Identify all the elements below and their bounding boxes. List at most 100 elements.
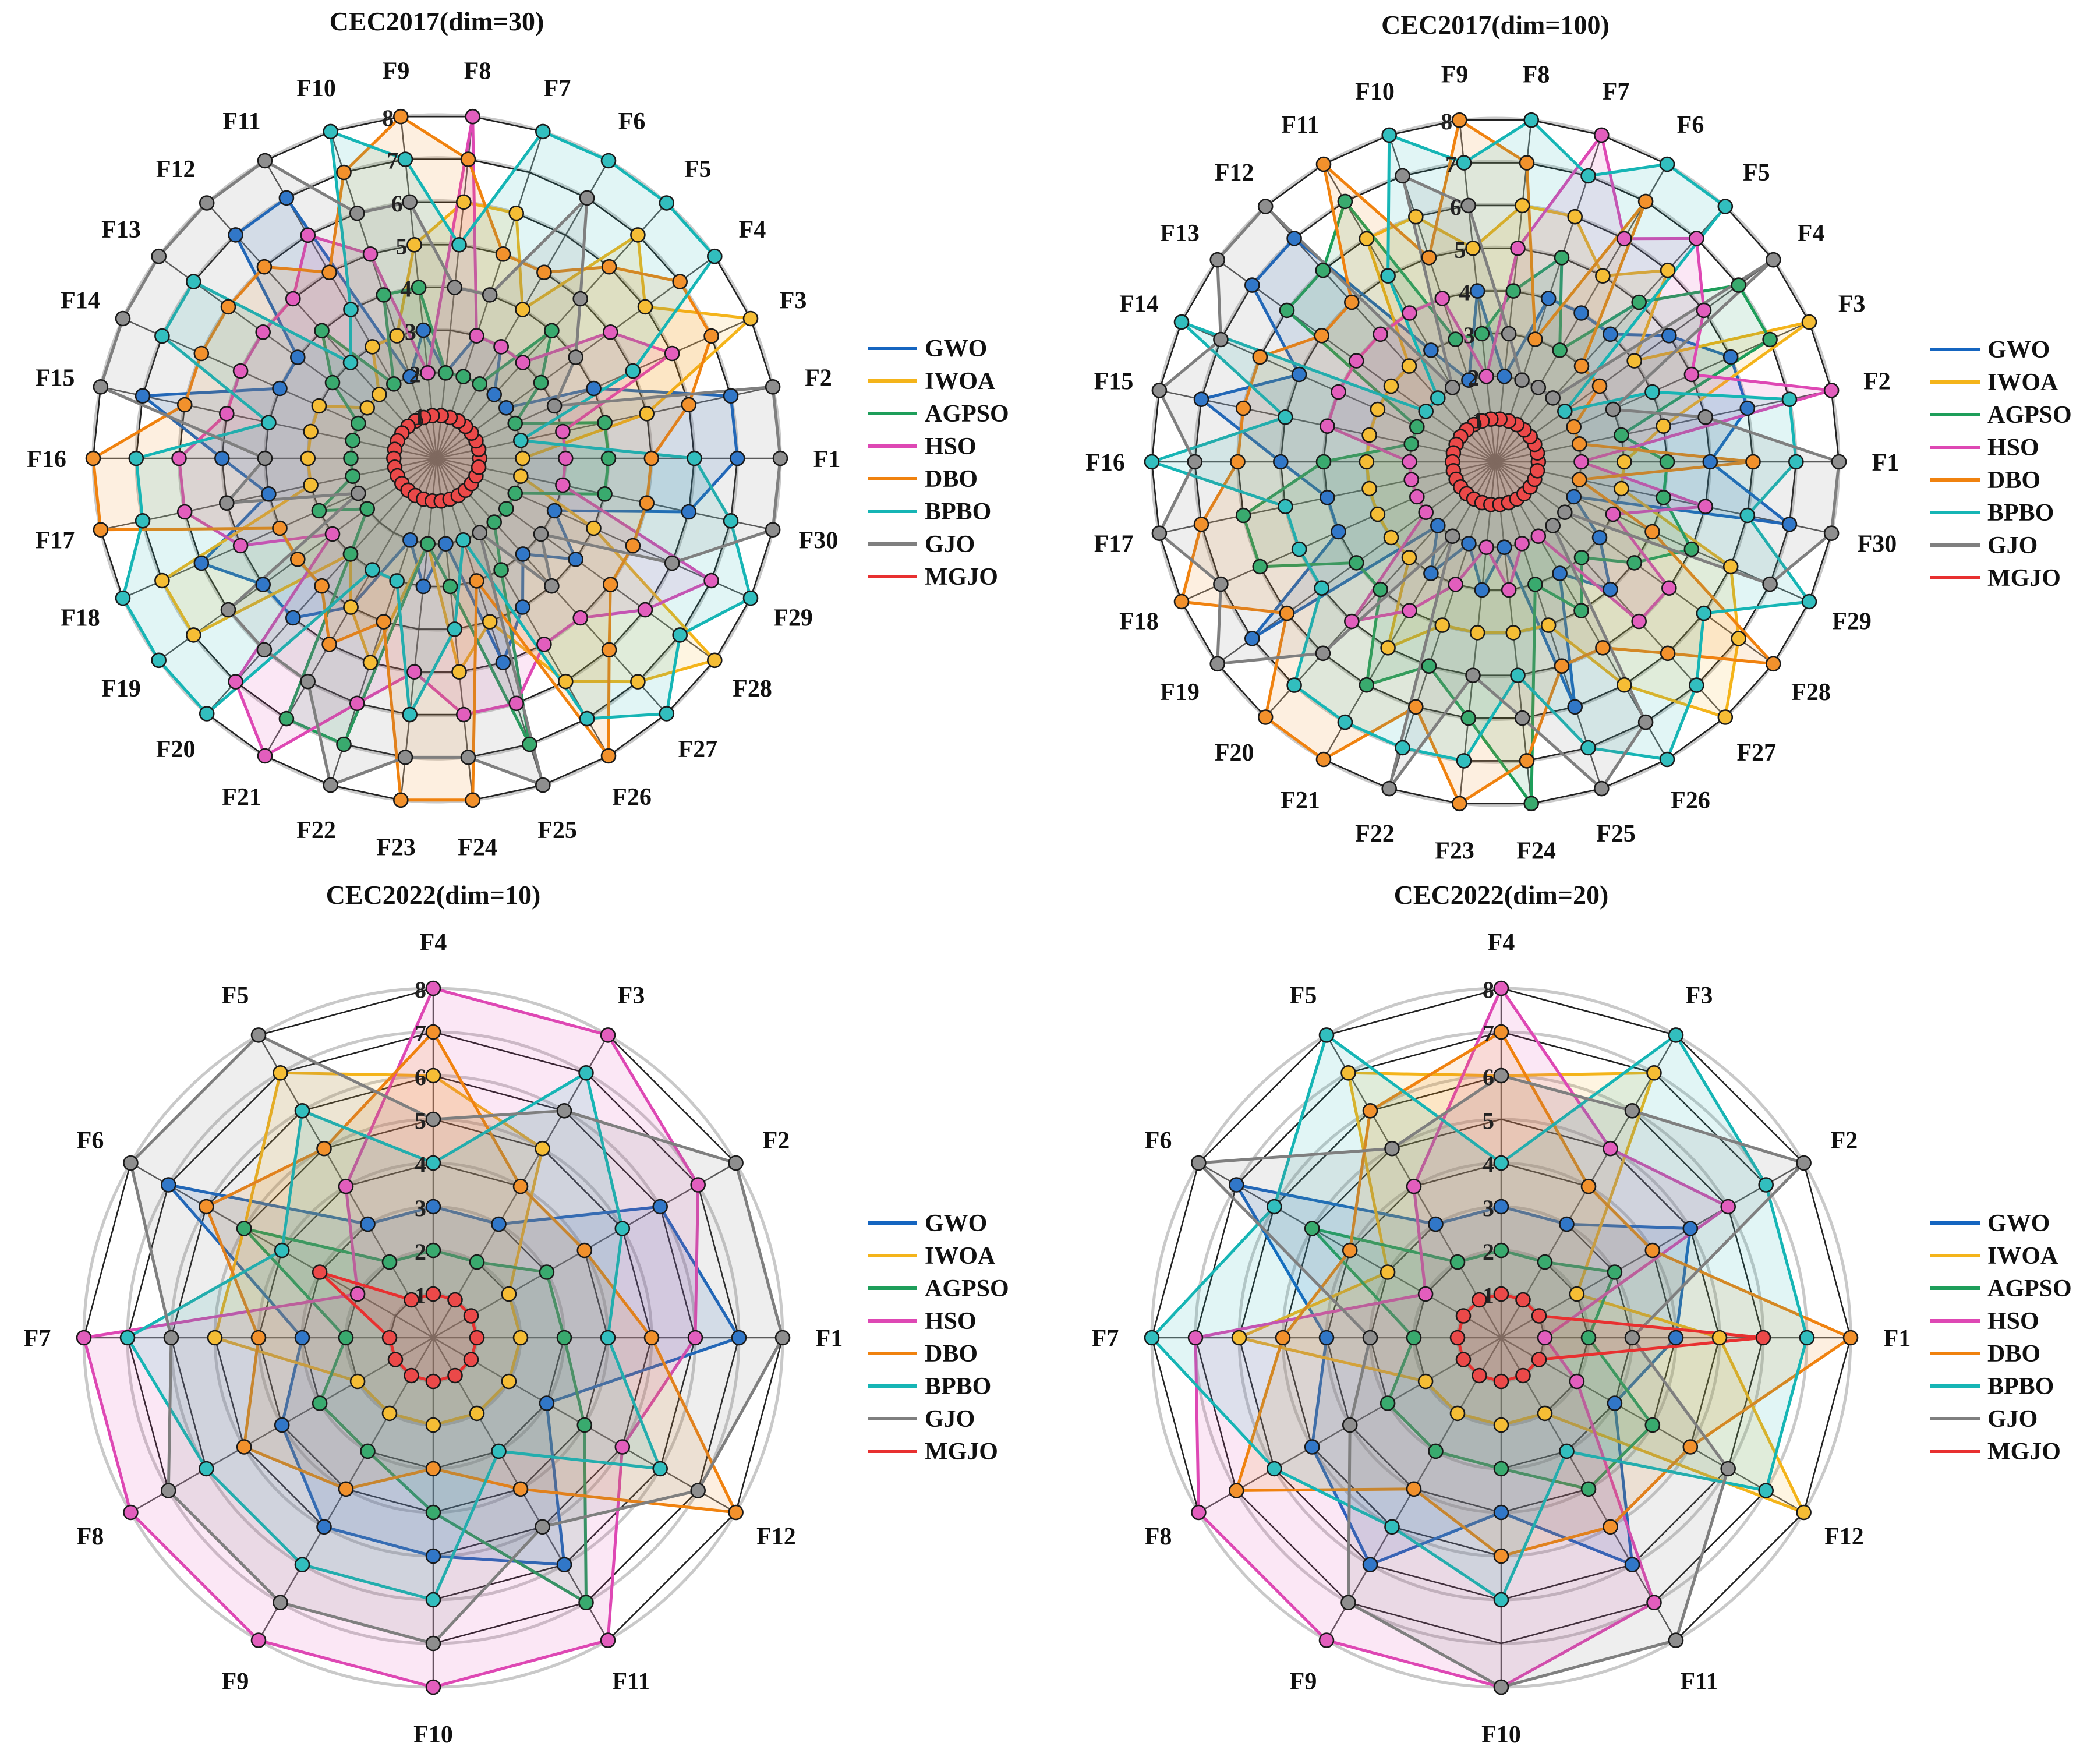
data-point-hso — [1631, 613, 1647, 630]
radial-tick-label: 3 — [405, 319, 416, 345]
data-point-mgjo — [1515, 1292, 1531, 1308]
data-point-bpbo — [1696, 605, 1712, 621]
data-point-bpbo — [1278, 499, 1293, 515]
data-point-dbo — [672, 274, 688, 289]
data-point-dbo — [603, 577, 618, 593]
data-point-dbo — [1519, 753, 1535, 769]
data-point-bpbo — [323, 123, 339, 140]
radar-chart-3: 1 2 3 4 5 6 7 8 F1 F2 F3 F4 F5 F6 F7 F8 F9 F10 F11 F12 CEC20… — [24, 880, 1009, 1748]
data-point-dbo — [1342, 1242, 1358, 1259]
data-point-iwoa — [273, 1065, 288, 1081]
data-point-bpbo — [1267, 1461, 1282, 1477]
radial-tick-label: 6 — [1483, 1064, 1494, 1090]
data-point-gwo — [1682, 1221, 1699, 1236]
category-label: F24 — [458, 834, 497, 861]
data-point-dbo — [601, 642, 617, 658]
data-point-bpbo — [1493, 1592, 1509, 1608]
category-label: F18 — [1119, 609, 1159, 635]
data-point-gjo — [300, 673, 316, 690]
legend-label: IWOA — [1987, 1243, 2058, 1270]
data-point-bpbo — [1380, 268, 1396, 284]
data-point-iwoa — [1626, 353, 1642, 369]
data-point-dbo — [1595, 640, 1611, 656]
category-label: F22 — [296, 817, 336, 844]
radial-tick-label: 4 — [1459, 280, 1470, 306]
data-point-gwo — [1552, 565, 1568, 581]
data-point-gjo — [460, 750, 476, 765]
radial-tick-label: 3 — [415, 1195, 426, 1221]
data-point-dbo — [1745, 454, 1761, 470]
radial-tick-label: 5 — [1455, 236, 1466, 263]
data-point-hso — [1683, 366, 1700, 383]
radial-tick-label: 2 — [1483, 1239, 1494, 1265]
data-point-dbo — [1252, 349, 1268, 365]
data-point-dbo — [321, 264, 337, 281]
data-point-gwo — [1461, 372, 1477, 388]
category-label: F12 — [156, 156, 196, 183]
data-point-agpso — [1315, 262, 1331, 278]
data-point-dbo — [639, 495, 655, 511]
data-point-iwoa — [1646, 1065, 1662, 1081]
data-point-iwoa — [1614, 480, 1629, 497]
data-point-gjo — [218, 495, 235, 511]
data-point-dbo — [1257, 709, 1274, 725]
data-point-gjo — [1624, 1330, 1640, 1346]
data-point-dbo — [1842, 1330, 1859, 1346]
data-point-gwo — [415, 322, 431, 338]
data-point-hso — [1320, 418, 1335, 434]
data-point-gjo — [1668, 1632, 1684, 1648]
data-point-bpbo — [1799, 1330, 1815, 1346]
radial-tick-label: 8 — [1483, 977, 1494, 1003]
data-point-gwo — [1540, 291, 1557, 306]
data-point-agpso — [345, 432, 361, 448]
data-point-gjo — [425, 1635, 441, 1652]
data-point-bpbo — [261, 415, 277, 431]
category-label: F2 — [1831, 1127, 1858, 1154]
data-point-dbo — [1527, 331, 1543, 347]
data-point-iwoa — [586, 520, 602, 536]
data-point-gjo — [257, 153, 273, 169]
category-label: F13 — [1160, 220, 1200, 247]
data-point-agpso — [1349, 555, 1364, 571]
data-point-gwo — [1781, 516, 1798, 532]
data-point-mgjo — [1493, 1373, 1509, 1390]
category-label: F12 — [1824, 1523, 1864, 1550]
data-point-bpbo — [1644, 384, 1660, 400]
data-point-bpbo — [1267, 1199, 1282, 1215]
radar-chart-1: 1 2 3 4 5 6 7 8 F1 F2 F3 F4 F5 F6 F7 F8 F9 F10 F11 F12 F13 F1… — [27, 6, 1009, 861]
data-point-agpso — [438, 365, 454, 381]
data-point-hso — [664, 345, 680, 362]
data-point-bpbo — [199, 706, 215, 722]
data-point-gwo — [294, 1330, 310, 1346]
data-point-agpso — [1421, 658, 1437, 674]
data-point-iwoa — [1515, 197, 1530, 214]
data-point-hso — [555, 477, 571, 493]
data-point-iwoa — [1231, 1330, 1247, 1346]
data-point-bpbo — [1395, 740, 1410, 756]
data-point-dbo — [1279, 605, 1295, 621]
data-point-hso — [1402, 603, 1417, 618]
data-point-bpbo — [578, 1065, 594, 1081]
data-point-gjo — [1445, 379, 1460, 395]
data-point-gwo — [1320, 489, 1335, 505]
data-point-agpso — [278, 710, 295, 727]
data-point-gwo — [486, 387, 503, 402]
data-point-bpbo — [512, 432, 529, 448]
data-point-gwo — [1573, 305, 1589, 321]
data-point-iwoa — [1569, 1286, 1585, 1302]
data-point-hso — [1537, 1330, 1553, 1346]
data-point-iwoa — [1370, 401, 1386, 418]
data-point-gjo — [163, 1330, 179, 1346]
data-point-dbo — [1275, 1330, 1291, 1346]
data-point-hso — [1191, 1504, 1207, 1521]
data-point-gjo — [1493, 1067, 1509, 1084]
data-point-gjo — [323, 777, 339, 793]
data-point-bpbo — [274, 1242, 290, 1259]
data-point-gwo — [546, 503, 563, 519]
category-label: F6 — [1677, 112, 1704, 139]
data-point-gjo — [1530, 379, 1547, 395]
data-point-agpso — [314, 323, 330, 339]
data-point-gjo — [568, 349, 584, 365]
data-point-gwo — [1461, 535, 1477, 552]
data-point-iwoa — [1493, 1417, 1509, 1433]
